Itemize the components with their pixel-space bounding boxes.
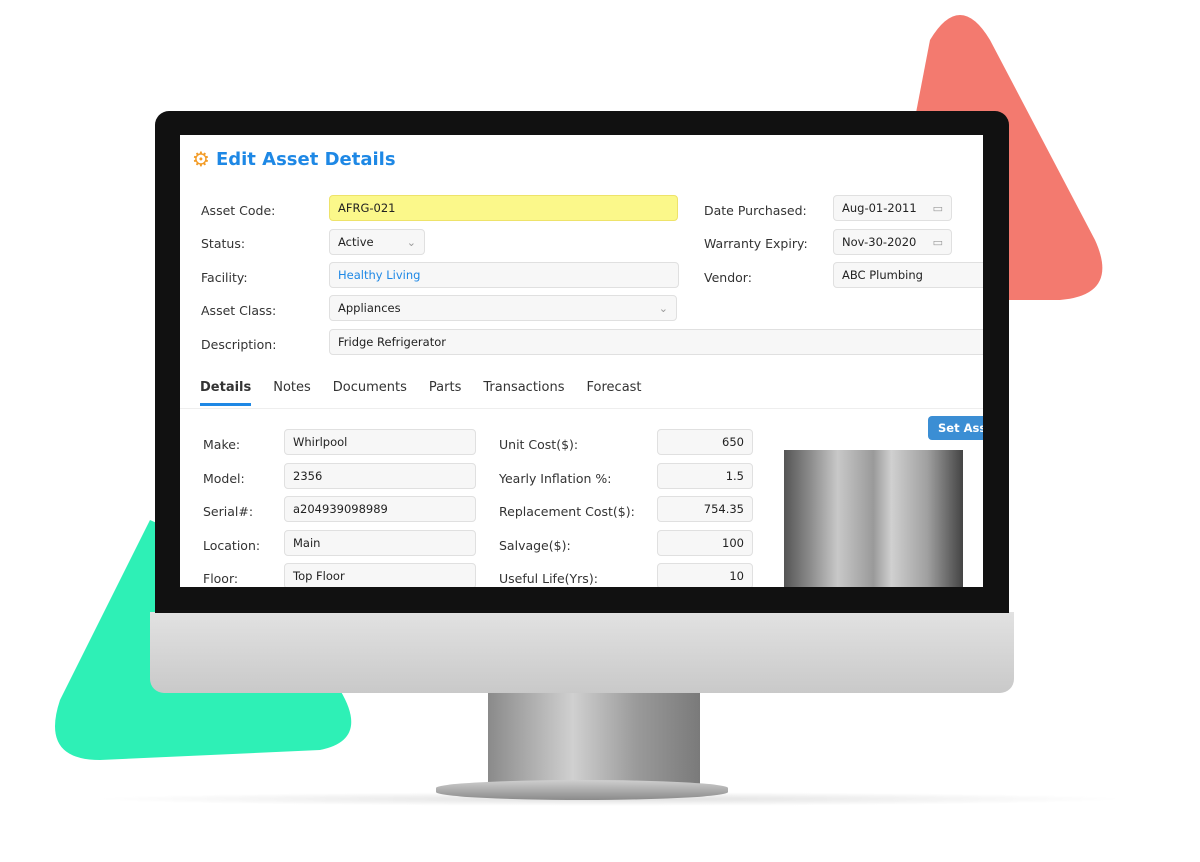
tab-details[interactable]: Details: [200, 380, 252, 406]
location-value: Main: [293, 536, 321, 550]
salvage-value: 100: [722, 536, 744, 550]
set-asset-button[interactable]: Set Asset: [928, 416, 983, 440]
useful-life-input[interactable]: 10: [657, 563, 753, 587]
status-value: Active: [338, 235, 374, 249]
warranty-expiry-label: Warranty Expiry:: [704, 236, 808, 251]
chevron-down-icon: ⌄: [406, 235, 416, 249]
useful-life-label: Useful Life(Yrs):: [499, 571, 598, 586]
make-label: Make:: [203, 437, 241, 452]
date-purchased-value: Aug-01-2011: [842, 201, 917, 215]
calendar-icon[interactable]: ▭: [932, 235, 943, 249]
tab-forecast[interactable]: Forecast: [586, 380, 642, 395]
asset-code-input[interactable]: AFRG-021: [329, 195, 678, 221]
yearly-inflation-input[interactable]: 1.5: [657, 463, 753, 489]
useful-life-value: 10: [729, 569, 744, 583]
location-input[interactable]: Main: [284, 530, 476, 556]
asset-code-label: Asset Code:: [201, 203, 276, 218]
asset-class-value: Appliances: [338, 301, 401, 315]
salvage-label: Salvage($):: [499, 538, 571, 553]
monitor-stand-neck: [488, 692, 700, 784]
salvage-input[interactable]: 100: [657, 530, 753, 556]
unit-cost-input[interactable]: 650: [657, 429, 753, 455]
vendor-label: Vendor:: [704, 270, 752, 285]
tab-bar: Details Notes Documents Parts Transactio…: [200, 380, 642, 406]
date-purchased-label: Date Purchased:: [704, 203, 807, 218]
asset-code-value: AFRG-021: [338, 201, 396, 215]
warranty-expiry-input[interactable]: Nov-30-2020 ▭: [833, 229, 952, 255]
floor-input[interactable]: Top Floor: [284, 563, 476, 587]
asset-photo: [784, 450, 963, 587]
calendar-icon[interactable]: ▭: [932, 201, 943, 215]
make-input[interactable]: Whirlpool: [284, 429, 476, 455]
tab-notes[interactable]: Notes: [273, 380, 311, 395]
vendor-input[interactable]: ABC Plumbing: [833, 262, 983, 288]
replacement-cost-label: Replacement Cost($):: [499, 504, 635, 519]
monitor-chin: [150, 612, 1014, 693]
unit-cost-value: 650: [722, 435, 744, 449]
status-select[interactable]: Active ⌄: [329, 229, 425, 255]
floor-label: Floor:: [203, 571, 239, 586]
make-value: Whirlpool: [293, 435, 348, 449]
gear-check-icon: ⚙: [192, 147, 210, 171]
screen: ⚙ Edit Asset Details Asset Code: AFRG-02…: [180, 135, 983, 587]
model-input[interactable]: 2356: [284, 463, 476, 489]
unit-cost-label: Unit Cost($):: [499, 437, 579, 452]
model-label: Model:: [203, 471, 245, 486]
floor-value: Top Floor: [293, 569, 345, 583]
tab-transactions[interactable]: Transactions: [483, 380, 565, 395]
serial-input[interactable]: a204939098989: [284, 496, 476, 522]
facility-input[interactable]: Healthy Living: [329, 262, 679, 288]
description-input[interactable]: Fridge Refrigerator: [329, 329, 983, 355]
tab-divider: [180, 408, 983, 409]
facility-value: Healthy Living: [338, 268, 421, 282]
monitor-stand-base: [436, 780, 728, 800]
tab-parts[interactable]: Parts: [428, 380, 462, 395]
description-value: Fridge Refrigerator: [338, 335, 446, 349]
warranty-expiry-value: Nov-30-2020: [842, 235, 917, 249]
model-value: 2356: [293, 469, 323, 483]
yearly-inflation-value: 1.5: [725, 469, 744, 483]
serial-label: Serial#:: [203, 504, 254, 519]
status-label: Status:: [201, 236, 246, 251]
page-title: Edit Asset Details: [215, 148, 396, 170]
page-header: ⚙ Edit Asset Details: [192, 147, 396, 171]
vendor-value: ABC Plumbing: [842, 268, 923, 282]
serial-value: a204939098989: [293, 502, 388, 516]
replacement-cost-value: 754.35: [703, 502, 744, 516]
replacement-cost-input[interactable]: 754.35: [657, 496, 753, 522]
description-label: Description:: [201, 337, 277, 352]
yearly-inflation-label: Yearly Inflation %:: [499, 471, 612, 486]
location-label: Location:: [203, 538, 261, 553]
date-purchased-input[interactable]: Aug-01-2011 ▭: [833, 195, 952, 221]
tab-documents[interactable]: Documents: [332, 380, 407, 395]
facility-label: Facility:: [201, 270, 248, 285]
asset-class-label: Asset Class:: [201, 303, 277, 318]
chevron-down-icon: ⌄: [658, 301, 668, 315]
asset-class-select[interactable]: Appliances ⌄: [329, 295, 677, 321]
